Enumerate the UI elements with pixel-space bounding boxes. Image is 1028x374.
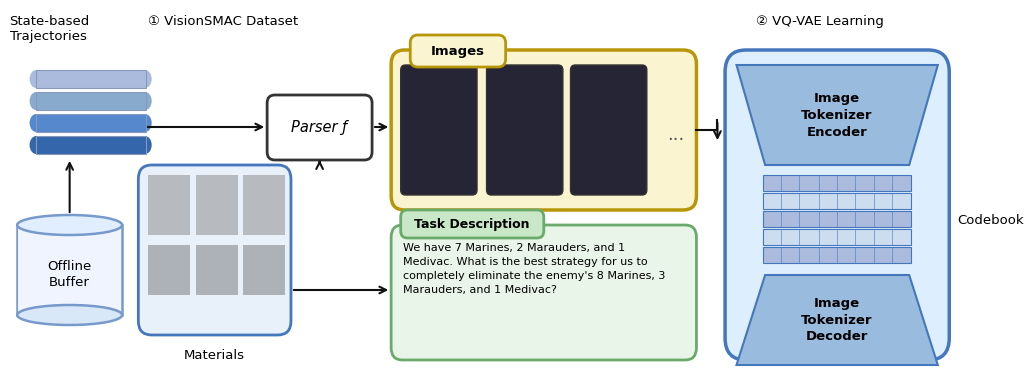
- Ellipse shape: [139, 92, 152, 110]
- Ellipse shape: [17, 215, 122, 235]
- FancyBboxPatch shape: [725, 50, 949, 360]
- Bar: [763, 193, 911, 209]
- Bar: [36, 70, 146, 88]
- FancyBboxPatch shape: [139, 165, 291, 335]
- Text: ② VQ-VAE Learning: ② VQ-VAE Learning: [756, 15, 883, 28]
- Text: Image
Tokenizer
Decoder: Image Tokenizer Decoder: [801, 297, 873, 343]
- Bar: [36, 92, 146, 110]
- Ellipse shape: [30, 70, 43, 88]
- Ellipse shape: [17, 305, 122, 325]
- Ellipse shape: [30, 92, 43, 110]
- FancyBboxPatch shape: [401, 210, 544, 238]
- FancyBboxPatch shape: [401, 65, 477, 195]
- Bar: [19, 225, 121, 315]
- FancyBboxPatch shape: [571, 65, 647, 195]
- Ellipse shape: [30, 136, 43, 154]
- Ellipse shape: [139, 114, 152, 132]
- Ellipse shape: [139, 70, 152, 88]
- Bar: [763, 175, 911, 191]
- Ellipse shape: [30, 114, 43, 132]
- Text: We have 7 Marines, 2 Marauders, and 1
Medivac. What is the best strategy for us : We have 7 Marines, 2 Marauders, and 1 Me…: [403, 243, 665, 295]
- Bar: [244, 175, 285, 235]
- Bar: [36, 136, 146, 154]
- Bar: [36, 114, 146, 132]
- FancyBboxPatch shape: [486, 65, 563, 195]
- Text: Image
Tokenizer
Encoder: Image Tokenizer Encoder: [801, 92, 873, 138]
- Text: Images: Images: [431, 45, 485, 58]
- Text: Codebook: Codebook: [957, 214, 1024, 227]
- Text: Materials: Materials: [184, 349, 245, 362]
- Bar: [36, 136, 146, 154]
- Bar: [36, 114, 146, 132]
- Bar: [763, 247, 911, 263]
- FancyBboxPatch shape: [392, 225, 696, 360]
- Bar: [148, 175, 190, 235]
- Polygon shape: [736, 275, 938, 365]
- Text: ① VisionSMAC Dataset: ① VisionSMAC Dataset: [148, 15, 298, 28]
- Bar: [763, 211, 911, 227]
- Ellipse shape: [139, 136, 152, 154]
- Bar: [244, 245, 285, 295]
- Text: Parser ƒ: Parser ƒ: [292, 120, 347, 135]
- Text: State-based
Trajectories: State-based Trajectories: [9, 15, 89, 43]
- Text: ...: ...: [667, 126, 684, 144]
- FancyBboxPatch shape: [392, 50, 696, 210]
- Bar: [36, 70, 146, 88]
- Bar: [195, 245, 237, 295]
- Bar: [148, 245, 190, 295]
- Polygon shape: [736, 65, 938, 165]
- Bar: [36, 92, 146, 110]
- Bar: [763, 229, 911, 245]
- FancyBboxPatch shape: [410, 35, 506, 67]
- Text: Task Description: Task Description: [414, 218, 530, 230]
- FancyBboxPatch shape: [267, 95, 372, 160]
- Text: Offline
Buffer: Offline Buffer: [47, 261, 91, 289]
- Bar: [195, 175, 237, 235]
- Bar: [17, 225, 122, 315]
